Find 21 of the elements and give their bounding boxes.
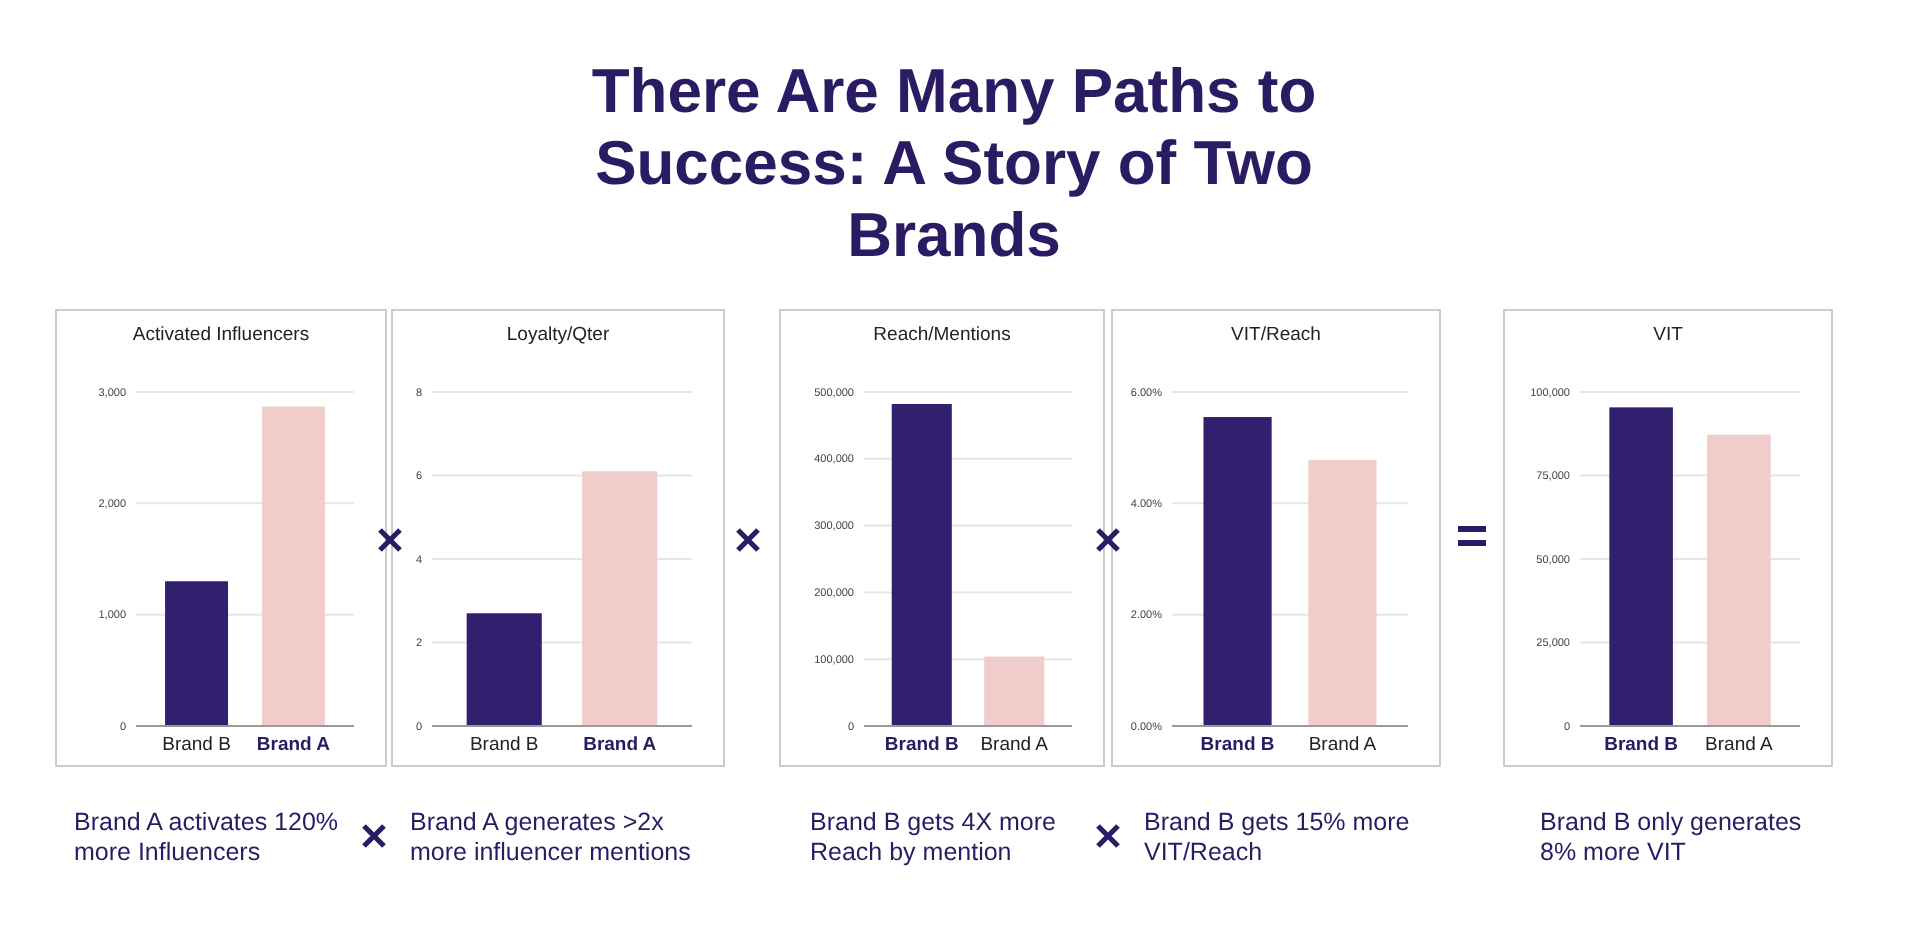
x-tick-label: Brand A: [1308, 734, 1378, 756]
chart-title: VIT: [1653, 324, 1684, 346]
x-tick-label: Brand B: [1200, 734, 1275, 756]
text: Brand A activates 120% more Influencers: [74, 808, 339, 866]
x-tick-label: Brand B: [884, 734, 959, 756]
x-tick-label: Brand A: [1705, 734, 1775, 756]
text: Brand A generates >2x more influencer mentions: [410, 808, 691, 866]
text: Brand B only generates 8% more VIT: [1540, 808, 1802, 866]
chart-title: Activated Influencers: [132, 324, 310, 346]
x-tick-label: Brand B: [162, 734, 231, 756]
text: Brand B gets 15% more VIT/Reach: [1144, 808, 1410, 866]
x-tick-label: Brand A: [583, 734, 657, 756]
chart-title: Reach/Mentions: [873, 324, 1012, 346]
x-tick-label: Brand B: [1604, 734, 1679, 756]
x-tick-label: Brand A: [256, 734, 331, 756]
chart-title: Loyalty/Qter: [506, 324, 610, 346]
x-tick-label: Brand B: [469, 734, 539, 756]
text: Brand B gets 4X more Reach by mention: [810, 808, 1057, 866]
text: There Are Many Paths to Success: A Story of Two Brands: [591, 56, 1317, 270]
x-tick-label: Brand A: [980, 734, 1050, 756]
chart-title: VIT/Reach: [1231, 324, 1321, 346]
